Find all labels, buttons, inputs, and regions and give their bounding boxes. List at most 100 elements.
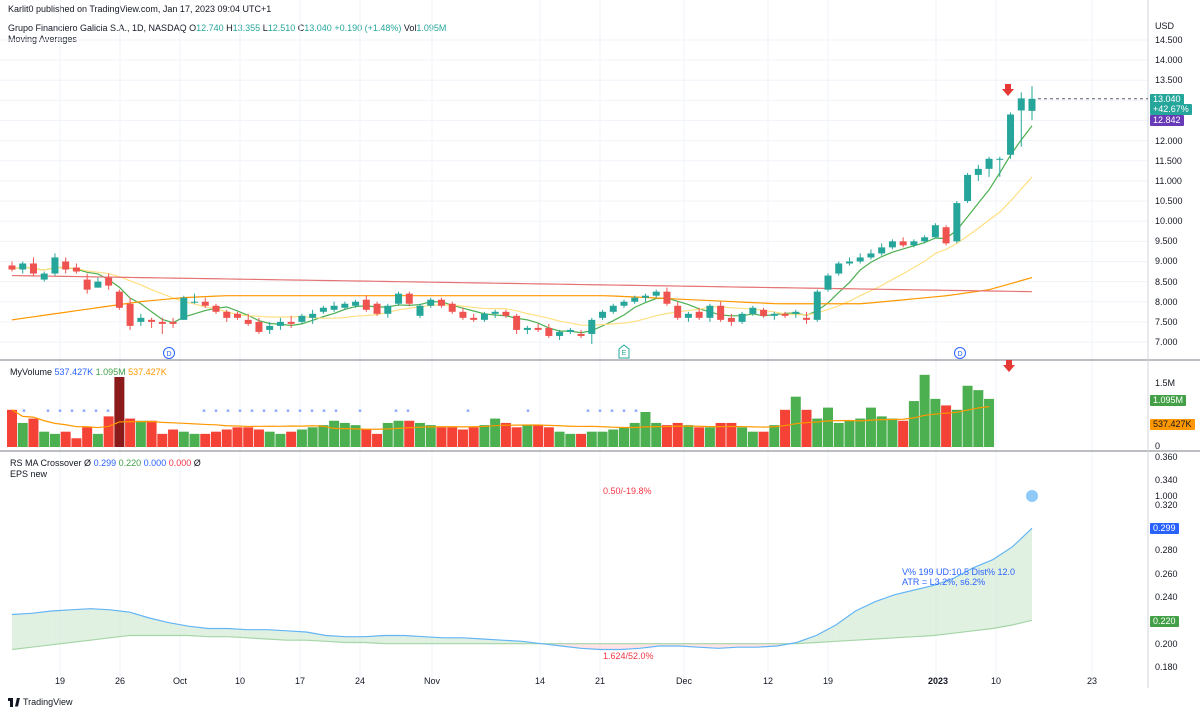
rs-annotation-line2: ATR = L3.2%, s6.2% xyxy=(902,577,986,587)
volume-bar xyxy=(726,422,737,447)
candle-body xyxy=(8,265,16,270)
rs-fill-segment xyxy=(345,636,366,643)
candle-body xyxy=(115,291,123,308)
rs-legend-v1: 0.299 xyxy=(93,458,117,468)
candle-body xyxy=(480,313,488,320)
volume-bar xyxy=(876,416,887,447)
volume-bar xyxy=(296,429,307,447)
volume-star-icon: * xyxy=(106,408,110,416)
rs-fill-segment xyxy=(31,611,52,648)
eps-legend[interactable]: EPS new xyxy=(10,469,48,479)
volume-bar xyxy=(39,431,50,447)
rs-fill-segment xyxy=(816,625,836,643)
rs-fill-segment xyxy=(188,626,209,637)
volume-bar xyxy=(382,422,393,447)
volume-bar xyxy=(103,416,114,447)
published-by: Karlit0 published on TradingView.com, Ja… xyxy=(8,4,272,14)
x-tick: Nov xyxy=(424,676,441,686)
ma-red-line xyxy=(11,274,1033,293)
candle-body xyxy=(126,303,134,326)
volume-bar xyxy=(844,420,855,447)
candle-body xyxy=(384,305,392,314)
x-tick: 17 xyxy=(294,676,305,686)
candle-body xyxy=(641,295,649,298)
other-price-tag: 12.842 xyxy=(1150,115,1184,126)
candle-body xyxy=(599,311,607,318)
volume-bar xyxy=(833,422,844,447)
candle-body xyxy=(298,315,306,322)
volume-star-icon: * xyxy=(262,408,266,416)
candle-body xyxy=(899,241,907,246)
volume-bar xyxy=(168,429,179,447)
candle-body xyxy=(652,291,660,296)
rs-fill-segment xyxy=(992,546,1013,629)
tradingview-logo-icon xyxy=(8,697,20,707)
candle-body xyxy=(609,305,617,312)
volume-bar xyxy=(307,427,318,447)
o-label: O xyxy=(189,23,197,33)
volume-star-icon: * xyxy=(214,408,218,416)
volume-bar xyxy=(737,427,748,447)
tradingview-brand[interactable]: TradingView xyxy=(8,697,73,707)
volume-bar xyxy=(425,425,436,447)
rs-tick: 0.260 xyxy=(1155,568,1178,579)
rs-fill-segment xyxy=(306,632,326,642)
volume-bar xyxy=(17,422,28,447)
volume-last-tag: 1.095M xyxy=(1150,395,1187,406)
rs-fill-segment xyxy=(737,643,758,648)
candle-body xyxy=(792,311,800,314)
indicator-ma-legend[interactable]: Moving Averages xyxy=(8,34,77,44)
candle-body xyxy=(845,261,853,264)
candle-body xyxy=(362,299,370,310)
volume-legend[interactable]: MyVolume 537.427K 1.095M 537.427K xyxy=(10,367,167,378)
volume-star-icon: * xyxy=(310,408,314,416)
volume-last-value: 1.095M xyxy=(1153,395,1184,405)
candle-body xyxy=(309,313,317,318)
volume-star-icon: * xyxy=(286,408,290,416)
currency-label: USD xyxy=(1155,21,1175,31)
volume-bar xyxy=(758,431,769,447)
volume-bar xyxy=(479,425,490,447)
volume-bar xyxy=(661,425,672,447)
candle-body xyxy=(287,321,295,324)
volume-bar xyxy=(92,433,103,447)
eps-dot xyxy=(1026,490,1038,502)
x-tick: 10 xyxy=(234,676,245,686)
candle-body xyxy=(427,299,435,306)
volume-bar xyxy=(629,422,640,447)
rs-legend[interactable]: RS MA Crossover Ø 0.299 0.220 0.000 0.00… xyxy=(10,458,201,469)
rs-annotation-line1: V% 199 UD:10.5 Dist% 12.0 xyxy=(902,567,1016,577)
volume-bar xyxy=(715,422,726,447)
volume-bars xyxy=(7,374,995,447)
symbol-legend[interactable]: Grupo Financiero Galicia S.A., 1D, NASDA… xyxy=(8,23,446,34)
candle-body xyxy=(1007,114,1015,155)
volume-star-icon: * xyxy=(394,408,398,416)
candle-body xyxy=(878,247,886,254)
candle-body xyxy=(781,313,789,316)
x-tick: 14 xyxy=(534,676,545,686)
x-tick: 23 xyxy=(1086,676,1097,686)
candle-body xyxy=(470,317,478,320)
volume-star-icon: * xyxy=(298,408,302,416)
rs-fill-segment xyxy=(286,630,307,641)
x-tick: 26 xyxy=(114,676,125,686)
candle-body xyxy=(266,325,274,330)
rs-fill-segment xyxy=(247,629,267,639)
candle-body xyxy=(824,275,832,290)
volume-bar xyxy=(49,433,60,447)
volume-bar xyxy=(919,374,930,447)
earnings-marker-icon xyxy=(618,344,630,359)
price-tick: 11.500 xyxy=(1155,155,1182,166)
volume-bar xyxy=(962,385,973,447)
rs-legend-v4: 0.000 xyxy=(168,458,192,468)
x-tick: 19 xyxy=(822,676,833,686)
candle-body xyxy=(985,158,993,169)
x-tick: Dec xyxy=(676,676,693,686)
volume-bar xyxy=(339,422,350,447)
last-price-value: 13.040 xyxy=(1153,94,1181,104)
volume-bar xyxy=(597,431,608,447)
volume-star-icon: * xyxy=(226,408,230,416)
volume-avg-value: 537.427K xyxy=(1153,419,1192,429)
volume-bar xyxy=(404,420,415,447)
